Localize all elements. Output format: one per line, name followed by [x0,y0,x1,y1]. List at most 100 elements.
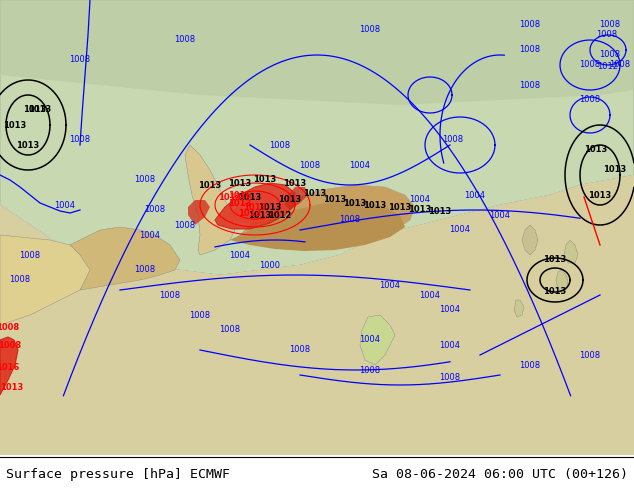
Text: 1008: 1008 [20,250,41,260]
Text: 1008: 1008 [70,55,91,65]
Text: 1013: 1013 [604,166,626,174]
Polygon shape [0,0,634,275]
Text: 1013: 1013 [3,121,27,129]
Polygon shape [218,215,225,225]
Polygon shape [230,193,280,223]
Text: 1013: 1013 [588,191,612,199]
Text: 1008: 1008 [597,30,618,40]
Text: 1004: 1004 [439,341,460,349]
Polygon shape [0,0,634,105]
Text: 1013: 1013 [29,105,51,115]
Text: 1013: 1013 [408,205,432,215]
Text: 1008: 1008 [443,136,463,145]
Text: 1008: 1008 [609,60,631,70]
Text: 1008: 1008 [519,361,541,369]
Text: 1008: 1008 [134,175,155,185]
Text: 1012: 1012 [268,211,292,220]
Text: 1004: 1004 [489,211,510,220]
Text: 1004: 1004 [439,305,460,315]
Text: 1013: 1013 [23,105,47,115]
Polygon shape [188,200,210,225]
Text: 1008: 1008 [134,266,155,274]
Text: 1013: 1013 [198,180,222,190]
Text: 1013: 1013 [243,202,267,212]
Text: 1008: 1008 [519,21,541,29]
Text: Surface pressure [hPa] ECMWF: Surface pressure [hPa] ECMWF [6,468,230,481]
Text: 1008: 1008 [0,322,20,332]
Polygon shape [185,145,235,255]
Text: 1008: 1008 [299,161,321,170]
Text: 1008: 1008 [190,311,210,319]
Polygon shape [522,225,538,255]
Text: 1004: 1004 [230,250,250,260]
Polygon shape [70,227,180,290]
Text: 1008: 1008 [10,275,30,285]
Text: 1013: 1013 [16,141,39,149]
Text: 1004: 1004 [450,225,470,235]
Text: 1008: 1008 [269,141,290,149]
Text: 1013: 1013 [228,178,252,188]
Polygon shape [0,175,634,455]
Text: 1013: 1013 [238,209,262,218]
Polygon shape [0,235,95,325]
Text: 1008: 1008 [145,205,165,215]
Text: 1004: 1004 [465,191,486,199]
Text: 1008: 1008 [159,291,181,299]
Text: 1008: 1008 [219,325,240,335]
Text: 1016: 1016 [228,191,252,199]
Text: 1013: 1013 [228,198,252,207]
Text: 1013: 1013 [344,198,366,207]
Text: 1008: 1008 [70,136,91,145]
Text: 1008: 1008 [579,96,600,104]
Polygon shape [514,300,524,317]
Text: 1008: 1008 [290,345,311,354]
Text: 1013: 1013 [218,193,242,201]
Text: 1013: 1013 [543,255,567,265]
Text: 1004: 1004 [139,230,160,240]
Polygon shape [230,200,405,251]
Text: 1008: 1008 [174,220,195,229]
Polygon shape [285,187,308,210]
Polygon shape [556,270,568,293]
Text: 1013: 1013 [1,383,23,392]
Polygon shape [240,185,415,247]
Text: 1004: 1004 [349,161,370,170]
Polygon shape [215,183,295,229]
Text: 1013: 1013 [254,175,276,185]
Text: 1016: 1016 [0,363,20,371]
Text: 1008: 1008 [174,35,195,45]
Text: 1013: 1013 [389,202,411,212]
Text: 1008: 1008 [0,341,22,349]
Text: Sa 08-06-2024 06:00 UTC (00+126): Sa 08-06-2024 06:00 UTC (00+126) [372,468,628,481]
Text: 1008: 1008 [599,21,621,29]
Text: 1008: 1008 [519,46,541,54]
Text: 1000: 1000 [259,261,280,270]
Text: 1004: 1004 [410,196,430,204]
Text: 1008: 1008 [519,80,541,90]
Text: 1013: 1013 [585,146,607,154]
Polygon shape [0,337,18,395]
Text: 1013: 1013 [283,178,307,188]
Text: 1004: 1004 [359,336,380,344]
Text: 1013: 1013 [238,193,262,201]
Polygon shape [360,315,395,365]
Text: 1008: 1008 [579,60,600,70]
Text: 1013: 1013 [363,200,387,210]
Text: 1013: 1013 [304,189,327,197]
Text: 1013: 1013 [278,196,302,204]
Text: 1008: 1008 [359,366,380,374]
Text: 1013: 1013 [323,196,347,204]
Text: 1004: 1004 [55,200,75,210]
Text: 1008: 1008 [339,216,361,224]
Text: 1013: 1013 [259,202,281,212]
Text: 1013: 1013 [249,211,271,220]
Text: 1004: 1004 [380,280,401,290]
Text: 1004: 1004 [420,291,441,299]
Text: 1008: 1008 [599,50,621,59]
Polygon shape [564,240,578,263]
Text: 1013: 1013 [429,207,451,217]
Text: 1008: 1008 [579,350,600,360]
Text: 1008: 1008 [439,372,460,382]
Text: 1013: 1013 [543,288,567,296]
Text: 1012: 1012 [597,63,619,72]
